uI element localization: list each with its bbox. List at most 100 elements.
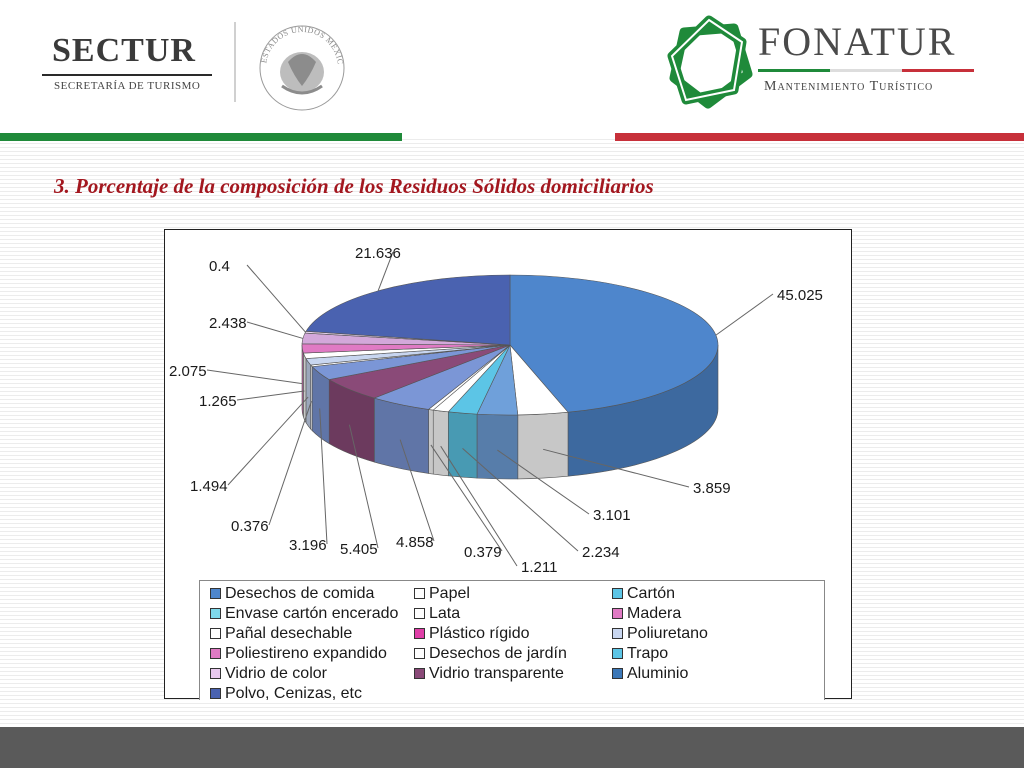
footer-bar <box>0 727 1024 768</box>
legend-label: Desechos de comida <box>225 585 375 602</box>
fonatur-stripe <box>758 69 974 72</box>
legend-item: Madera <box>612 605 681 623</box>
pie-data-label: 0.4 <box>209 258 230 275</box>
legend-swatch <box>210 608 221 619</box>
pie-leader-line <box>377 251 394 292</box>
legend-item: Cartón <box>612 585 675 603</box>
legend-item: Aluminio <box>612 665 688 683</box>
header-divider <box>234 22 236 102</box>
pie-data-label: 3.101 <box>593 507 631 524</box>
pie-slice-side <box>448 411 478 479</box>
pie-leader-line <box>246 321 304 339</box>
legend-label: Cartón <box>627 585 676 602</box>
pie-chart-frame: 45.025 3.859 3.101 2.234 1.211 0.379 4.858 5.40… <box>164 229 852 703</box>
legend-swatch <box>612 608 623 619</box>
legend-item: Poliuretano <box>612 625 708 643</box>
pie-leader-line <box>319 408 328 545</box>
legend-swatch <box>612 628 623 639</box>
pie-data-label: 4.858 <box>396 534 434 551</box>
pie-slice-side <box>303 352 307 424</box>
pie-slice-side <box>301 344 304 418</box>
pie-leader-line <box>227 396 309 486</box>
legend-swatch <box>210 628 221 639</box>
legend-item: Papel <box>414 585 470 603</box>
pie-data-label: 2.234 <box>582 544 620 561</box>
pie-leader-line <box>236 390 305 401</box>
pie-data-label: 1.265 <box>199 393 237 410</box>
legend-swatch <box>210 688 221 699</box>
legend-label: Aluminio <box>627 665 689 682</box>
sectur-logo: SECTUR SECRETARÍA DE TURISMO <box>42 30 217 100</box>
slide-title: 3. Porcentaje de la composición de los R… <box>54 174 654 198</box>
legend-item: Envase cartón encerado <box>210 605 398 623</box>
pie-leader-line <box>462 447 579 552</box>
legend-label: Vidrio transparente <box>429 665 564 682</box>
pie-leader-line <box>268 400 312 526</box>
legend-swatch <box>414 588 425 599</box>
legend-swatch <box>210 648 221 659</box>
slide-header: SECTUR SECRETARÍA DE TURISMO ESTADOS UNI… <box>0 0 1024 141</box>
legend-label: Poliestireno expandido <box>225 645 387 662</box>
legend-label: Pañal desechable <box>225 625 353 642</box>
fonatur-logo: FONATUR Mantenimiento Turístico <box>664 12 984 112</box>
legend-label: Papel <box>429 585 470 602</box>
legend-item: Desechos de comida <box>210 585 374 603</box>
legend-item: Vidrio transparente <box>414 665 564 683</box>
pie-data-label: 21.636 <box>355 245 401 262</box>
legend-item: Desechos de jardín <box>414 645 567 663</box>
pie-leader-line <box>399 439 435 542</box>
legend-label: Lata <box>429 605 461 622</box>
pie-data-label: 1.494 <box>190 478 228 495</box>
sectur-divider-line <box>42 74 212 76</box>
pie-leader-line <box>715 293 774 336</box>
legend-item: Plástico rígido <box>414 625 530 643</box>
pie-data-label: 2.438 <box>209 315 247 332</box>
legend-swatch <box>612 588 623 599</box>
pie-chart: 45.025 3.859 3.101 2.234 1.211 0.379 4.858 5.40… <box>169 245 823 576</box>
legend-item: Polvo, Cenizas, etc <box>210 685 362 703</box>
pie-slice-side <box>428 409 434 475</box>
legend-label: Vidrio de color <box>225 665 327 682</box>
legend-item: Pañal desechable <box>210 625 352 643</box>
legend-item: Trapo <box>612 645 668 663</box>
legend-swatch <box>414 608 425 619</box>
pie-data-label: 1.211 <box>521 559 557 576</box>
legend-item: Poliestireno expandido <box>210 645 387 663</box>
sectur-name: SECTUR <box>52 32 196 69</box>
pie-data-label: 0.379 <box>464 544 502 561</box>
legend-swatch <box>414 648 425 659</box>
pie-data-label: 2.075 <box>169 363 207 380</box>
legend-item: Lata <box>414 605 460 623</box>
mexico-seal-icon: ESTADOS UNIDOS MEXICANOS <box>252 16 345 111</box>
pie-data-label: 5.405 <box>340 541 378 558</box>
legend-label: Madera <box>627 605 682 622</box>
pie-data-label: 3.859 <box>693 480 731 497</box>
legend-label: Plástico rígido <box>429 625 530 642</box>
pie-leader-line <box>440 445 518 567</box>
pie-leader-line <box>246 264 306 333</box>
legend-label: Polvo, Cenizas, etc <box>225 685 362 702</box>
pie-slice-side <box>476 413 519 480</box>
pie-data-label: 0.376 <box>231 518 269 535</box>
legend-swatch <box>414 668 425 679</box>
pie-leader-line <box>543 448 690 488</box>
pie-slice-side <box>305 357 311 430</box>
legend-label: Envase cartón encerado <box>225 605 399 622</box>
pie-leader-line <box>348 424 379 549</box>
fonatur-knot-icon <box>667 15 753 109</box>
pie-data-label: 45.025 <box>777 287 823 304</box>
chart-legend: Desechos de comida Papel Cartón Envase cart… <box>199 580 825 703</box>
pie-leader-line <box>497 449 590 515</box>
legend-swatch <box>612 668 623 679</box>
pie-slice-side <box>432 409 449 477</box>
pie-leader-line <box>430 444 503 552</box>
legend-label: Trapo <box>627 645 669 662</box>
pie-data-label: 3.196 <box>289 537 327 554</box>
fonatur-subtitle: Mantenimiento Turístico <box>764 79 934 94</box>
pie-slice-side <box>517 411 569 480</box>
legend-swatch <box>210 588 221 599</box>
legend-swatch <box>414 628 425 639</box>
legend-swatch <box>612 648 623 659</box>
legend-swatch <box>210 668 221 679</box>
header-red-bar <box>615 133 1024 141</box>
